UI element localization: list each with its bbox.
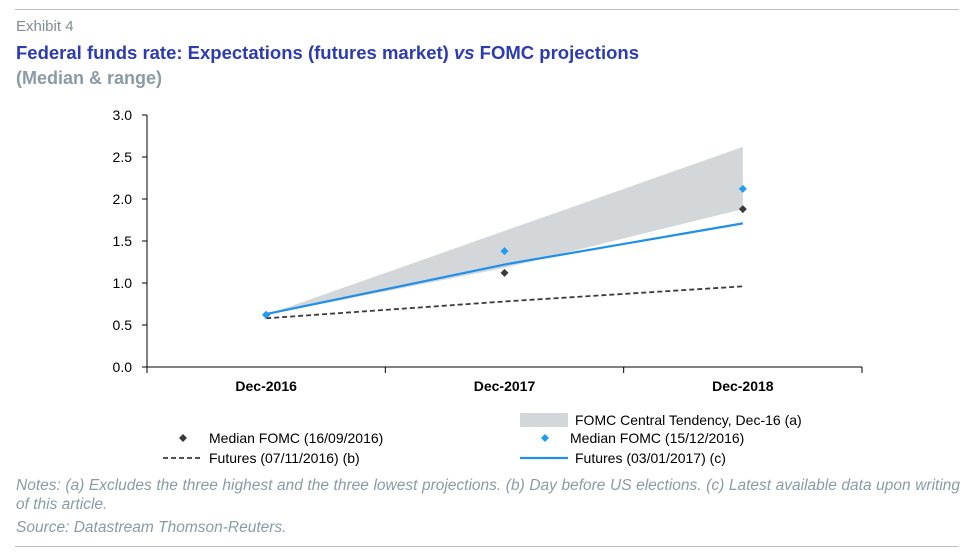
legend-band-swatch: [520, 413, 568, 427]
legend-futures-nov-label: Futures (07/11/2016) (b): [209, 450, 360, 466]
median-fomc-sep-marker: [738, 205, 747, 214]
futures-jan-2017-line: [265, 222, 744, 316]
exhibit-label: Exhibit 4: [16, 18, 74, 35]
y-tick-label: 1.0: [113, 275, 133, 291]
y-tick-label: 1.5: [113, 233, 133, 249]
legend-median-dec-swatch: [541, 434, 549, 442]
band-layer: [266, 146, 743, 315]
marker-layer: [262, 184, 747, 319]
x-tick-label: Dec-2017: [474, 378, 536, 394]
legend-median-dec-label: Median FOMC (15/12/2016): [570, 430, 744, 446]
central-tendency-band: [266, 146, 743, 315]
legend: FOMC Central Tendency, Dec-16 (a) Median …: [163, 412, 802, 466]
line-layer: [265, 222, 744, 320]
notes-text: Notes: (a) Excludes the three highest an…: [16, 477, 960, 513]
legend-futures-jan-label: Futures (03/01/2017) (c): [575, 450, 726, 466]
legend-median-sep-swatch: [179, 434, 187, 442]
y-tick-label: 2.0: [113, 191, 133, 207]
title-vs: vs: [453, 42, 475, 63]
x-tick-label: Dec-2018: [712, 378, 774, 394]
x-tick-label: Dec-2016: [235, 378, 297, 394]
legend-median-sep-label: Median FOMC (16/09/2016): [209, 430, 383, 446]
chart-subtitle: (Median & range): [16, 68, 163, 88]
bottom-rule: [15, 546, 959, 547]
chart-title: Federal funds rate: Expectations (future…: [16, 42, 639, 64]
axis-layer: 0.0 0.5 1.0 1.5 2.0 2.5 3.0 Dec-2016 Dec-2017 Dec…: [113, 107, 863, 394]
median-fomc-dec-marker: [738, 184, 747, 193]
y-tick-label: 0.5: [113, 317, 133, 333]
chart-title-text: Federal funds rate: Expectations (future…: [16, 42, 639, 63]
y-tick-label: 2.5: [113, 149, 133, 165]
median-fomc-dec-marker: [500, 247, 509, 256]
source-text: Source: Datastream Thomson-Reuters.: [16, 519, 287, 536]
y-tick-label: 0.0: [113, 359, 133, 375]
median-fomc-dec-marker: [262, 310, 271, 319]
legend-band-label: FOMC Central Tendency, Dec-16 (a): [575, 412, 802, 428]
y-tick-label: 3.0: [113, 107, 133, 123]
median-fomc-sep-marker: [500, 268, 509, 277]
chart-svg: 0.0 0.5 1.0 1.5 2.0 2.5 3.0 Dec-2016 Dec-2017 Dec…: [113, 107, 863, 466]
top-rule: [15, 9, 959, 10]
